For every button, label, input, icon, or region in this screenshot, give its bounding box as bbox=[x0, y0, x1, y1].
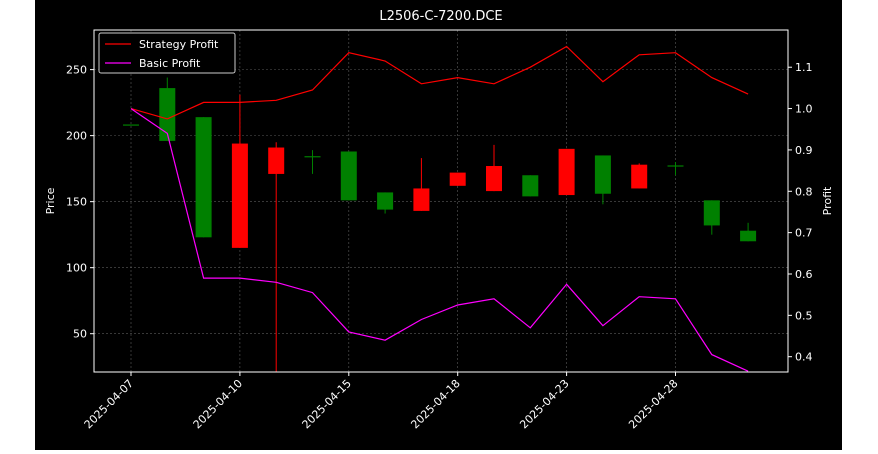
left-tick-label: 100 bbox=[66, 262, 87, 275]
legend-label-basic: Basic Profit bbox=[139, 57, 201, 70]
candle-body bbox=[268, 147, 285, 174]
legend-label-strategy: Strategy Profit bbox=[139, 38, 219, 51]
right-tick-label: 0.4 bbox=[795, 351, 813, 364]
candle-body bbox=[231, 143, 248, 248]
candle-body bbox=[449, 172, 466, 186]
right-axis-label: Profit bbox=[821, 186, 834, 215]
candle-body bbox=[340, 151, 357, 201]
grid-lines bbox=[94, 30, 788, 372]
right-tick-label: 0.7 bbox=[795, 227, 813, 240]
candles bbox=[123, 77, 757, 372]
candle-body bbox=[159, 88, 176, 141]
candle-body bbox=[486, 166, 502, 192]
right-tick-label: 0.6 bbox=[795, 268, 813, 281]
profit-lines bbox=[130, 45, 749, 372]
right-tick-label: 1.1 bbox=[795, 61, 813, 74]
left-tick-label: 250 bbox=[66, 64, 87, 77]
chart-title: L2506-C-7200.DCE bbox=[379, 9, 502, 24]
candle-body bbox=[195, 117, 212, 238]
candle-body bbox=[377, 192, 394, 210]
right-tick-label: 0.8 bbox=[795, 185, 813, 198]
candle-body bbox=[703, 200, 720, 226]
candle-body bbox=[740, 230, 757, 242]
left-tick-label: 50 bbox=[73, 328, 87, 341]
candle-body bbox=[413, 188, 430, 211]
basic-profit-line bbox=[130, 108, 749, 372]
strategy-profit-line bbox=[130, 45, 749, 120]
legend: Strategy Profit Basic Profit bbox=[98, 32, 236, 74]
candle-body bbox=[522, 175, 539, 197]
left-tick-label: 150 bbox=[66, 196, 87, 209]
right-tick-label: 1.0 bbox=[795, 103, 813, 116]
plot-frame bbox=[93, 29, 789, 373]
left-tick-label: 200 bbox=[66, 130, 87, 143]
left-axis-label: Price bbox=[44, 187, 57, 214]
right-tick-label: 0.9 bbox=[795, 144, 813, 157]
right-tick-label: 0.5 bbox=[795, 309, 813, 322]
candle-body bbox=[558, 148, 575, 196]
legend-box bbox=[98, 32, 236, 74]
candle-body bbox=[631, 164, 648, 189]
left-axis: 50 100 150 200 250 bbox=[66, 64, 94, 341]
right-axis: 0.4 0.5 0.6 0.7 0.8 0.9 1.0 1.1 bbox=[788, 61, 813, 364]
candle-body bbox=[594, 155, 611, 194]
